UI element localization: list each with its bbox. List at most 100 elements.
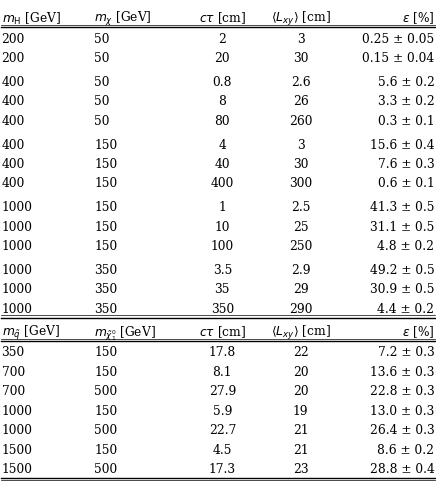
Text: 150: 150 — [94, 158, 117, 171]
Text: 30: 30 — [293, 158, 308, 171]
Text: 2.9: 2.9 — [291, 264, 310, 277]
Text: 1000: 1000 — [2, 405, 33, 418]
Text: 350: 350 — [211, 303, 234, 316]
Text: 150: 150 — [94, 405, 117, 418]
Text: $m_\chi$ [GeV]: $m_\chi$ [GeV] — [94, 10, 152, 28]
Text: 30.9 ± 0.5: 30.9 ± 0.5 — [370, 283, 434, 296]
Text: 3.5: 3.5 — [213, 264, 232, 277]
Text: 23: 23 — [293, 463, 308, 476]
Text: 350: 350 — [94, 283, 117, 296]
Text: 50: 50 — [94, 52, 109, 65]
Text: 17.3: 17.3 — [209, 463, 236, 476]
Text: 400: 400 — [211, 177, 234, 190]
Text: 300: 300 — [289, 177, 312, 190]
Text: 100: 100 — [211, 240, 234, 253]
Text: 30: 30 — [293, 52, 308, 65]
Text: $c\tau$ [cm]: $c\tau$ [cm] — [199, 10, 246, 26]
Text: 35: 35 — [215, 283, 230, 296]
Text: 400: 400 — [2, 177, 25, 190]
Text: 22: 22 — [293, 346, 308, 359]
Text: 4.8 ± 0.2: 4.8 ± 0.2 — [378, 240, 434, 253]
Text: $c\tau$ [cm]: $c\tau$ [cm] — [199, 324, 246, 340]
Text: 13.0 ± 0.3: 13.0 ± 0.3 — [370, 405, 434, 418]
Text: 22.7: 22.7 — [209, 424, 236, 437]
Text: 3: 3 — [297, 33, 304, 46]
Text: 150: 150 — [94, 346, 117, 359]
Text: 2.5: 2.5 — [291, 201, 310, 214]
Text: 1000: 1000 — [2, 303, 33, 316]
Text: 200: 200 — [2, 52, 25, 65]
Text: 3.3 ± 0.2: 3.3 ± 0.2 — [378, 95, 434, 109]
Text: 13.6 ± 0.3: 13.6 ± 0.3 — [370, 366, 434, 379]
Text: 1000: 1000 — [2, 201, 33, 214]
Text: 4.4 ± 0.2: 4.4 ± 0.2 — [378, 303, 434, 316]
Text: 50: 50 — [94, 115, 109, 128]
Text: $\epsilon$ [%]: $\epsilon$ [%] — [402, 10, 434, 26]
Text: 250: 250 — [289, 240, 312, 253]
Text: 80: 80 — [215, 115, 230, 128]
Text: 2.6: 2.6 — [291, 76, 310, 89]
Text: 8.1: 8.1 — [213, 366, 232, 379]
Text: 0.25 ± 0.05: 0.25 ± 0.05 — [362, 33, 434, 46]
Text: $m_\mathrm{H}$ [GeV]: $m_\mathrm{H}$ [GeV] — [2, 10, 61, 26]
Text: 21: 21 — [293, 444, 308, 457]
Text: 0.6 ± 0.1: 0.6 ± 0.1 — [378, 177, 434, 190]
Text: 1500: 1500 — [2, 444, 33, 457]
Text: 150: 150 — [94, 366, 117, 379]
Text: 22.8 ± 0.3: 22.8 ± 0.3 — [370, 385, 434, 398]
Text: 400: 400 — [2, 115, 25, 128]
Text: 500: 500 — [94, 424, 117, 437]
Text: 50: 50 — [94, 76, 109, 89]
Text: 700: 700 — [2, 366, 25, 379]
Text: 41.3 ± 0.5: 41.3 ± 0.5 — [370, 201, 434, 214]
Text: 50: 50 — [94, 95, 109, 109]
Text: 8: 8 — [218, 95, 226, 109]
Text: 19: 19 — [293, 405, 308, 418]
Text: 17.8: 17.8 — [209, 346, 236, 359]
Text: 150: 150 — [94, 221, 117, 234]
Text: 290: 290 — [289, 303, 312, 316]
Text: 28.8 ± 0.4: 28.8 ± 0.4 — [370, 463, 434, 476]
Text: $m_{\tilde{\chi}^0_1}$ [GeV]: $m_{\tilde{\chi}^0_1}$ [GeV] — [94, 324, 156, 343]
Text: 5.6 ± 0.2: 5.6 ± 0.2 — [378, 76, 434, 89]
Text: 29: 29 — [293, 283, 308, 296]
Text: 20: 20 — [293, 366, 308, 379]
Text: 3: 3 — [297, 139, 304, 151]
Text: 1000: 1000 — [2, 240, 33, 253]
Text: 150: 150 — [94, 139, 117, 151]
Text: 26.4 ± 0.3: 26.4 ± 0.3 — [370, 424, 434, 437]
Text: $\langle L_{xy}\rangle$ [cm]: $\langle L_{xy}\rangle$ [cm] — [271, 10, 330, 28]
Text: 150: 150 — [94, 177, 117, 190]
Text: 7.2 ± 0.3: 7.2 ± 0.3 — [378, 346, 434, 359]
Text: 5.9: 5.9 — [213, 405, 232, 418]
Text: 0.15 ± 0.04: 0.15 ± 0.04 — [362, 52, 434, 65]
Text: 150: 150 — [94, 201, 117, 214]
Text: 26: 26 — [293, 95, 308, 109]
Text: 20: 20 — [215, 52, 230, 65]
Text: 400: 400 — [2, 139, 25, 151]
Text: $\langle L_{xy}\rangle$ [cm]: $\langle L_{xy}\rangle$ [cm] — [271, 324, 330, 342]
Text: 350: 350 — [2, 346, 25, 359]
Text: 400: 400 — [2, 95, 25, 109]
Text: 1: 1 — [218, 201, 226, 214]
Text: 25: 25 — [293, 221, 308, 234]
Text: 2: 2 — [218, 33, 226, 46]
Text: 400: 400 — [2, 76, 25, 89]
Text: 150: 150 — [94, 444, 117, 457]
Text: 4: 4 — [218, 139, 226, 151]
Text: 27.9: 27.9 — [209, 385, 236, 398]
Text: 200: 200 — [2, 33, 25, 46]
Text: 40: 40 — [215, 158, 230, 171]
Text: 0.8: 0.8 — [213, 76, 232, 89]
Text: 0.3 ± 0.1: 0.3 ± 0.1 — [378, 115, 434, 128]
Text: $m_{\tilde{q}}$ [GeV]: $m_{\tilde{q}}$ [GeV] — [2, 324, 60, 342]
Text: 700: 700 — [2, 385, 25, 398]
Text: 49.2 ± 0.5: 49.2 ± 0.5 — [370, 264, 434, 277]
Text: 1500: 1500 — [2, 463, 33, 476]
Text: $\epsilon$ [%]: $\epsilon$ [%] — [402, 324, 434, 340]
Text: 500: 500 — [94, 463, 117, 476]
Text: 260: 260 — [289, 115, 312, 128]
Text: 8.6 ± 0.2: 8.6 ± 0.2 — [378, 444, 434, 457]
Text: 50: 50 — [94, 33, 109, 46]
Text: 7.6 ± 0.3: 7.6 ± 0.3 — [378, 158, 434, 171]
